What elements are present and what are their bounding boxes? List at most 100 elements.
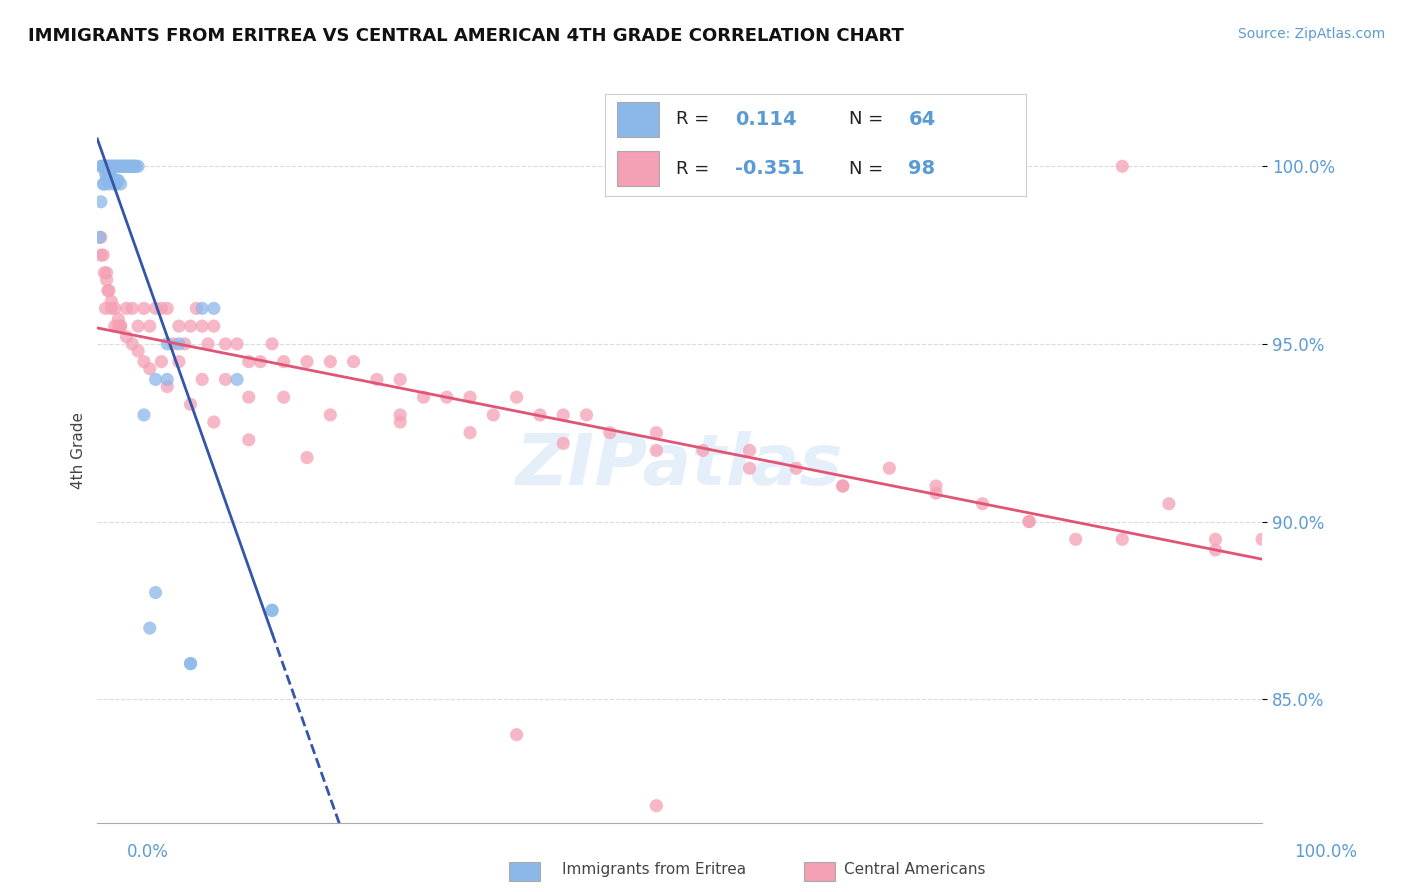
Point: [389, 372, 412, 386]
Point: [91, 248, 114, 262]
Point: [90, 230, 112, 244]
Point: [831, 479, 853, 493]
Point: [121, 301, 143, 316]
Point: [90, 248, 112, 262]
Point: [173, 337, 195, 351]
Point: [197, 337, 219, 351]
Point: [107, 159, 129, 173]
Text: 0.114: 0.114: [735, 110, 797, 128]
Point: [202, 415, 225, 429]
Point: [214, 372, 236, 386]
Point: [127, 159, 149, 173]
Point: [105, 173, 128, 187]
Point: [118, 159, 141, 173]
Point: [132, 354, 155, 368]
Point: [94, 166, 117, 180]
Point: [100, 301, 122, 316]
Point: [366, 372, 388, 386]
Point: [645, 798, 668, 813]
Point: [180, 319, 202, 334]
Bar: [617, 151, 659, 186]
Bar: [617, 102, 659, 136]
Point: [202, 301, 225, 316]
Point: [100, 294, 122, 309]
Point: [96, 159, 118, 173]
Text: -0.351: -0.351: [735, 159, 804, 178]
Point: [98, 166, 121, 180]
Point: [91, 159, 114, 173]
Point: [167, 319, 190, 334]
Point: [214, 337, 236, 351]
Point: [101, 159, 124, 173]
Point: [692, 443, 714, 458]
Point: [127, 343, 149, 358]
Text: Central Americans: Central Americans: [844, 863, 986, 877]
Point: [139, 621, 162, 635]
Point: [120, 159, 142, 173]
Text: 0.0%: 0.0%: [127, 843, 169, 861]
Point: [96, 266, 118, 280]
Point: [97, 173, 120, 187]
Point: [1204, 533, 1226, 547]
Point: [738, 461, 761, 475]
Text: R =: R =: [676, 111, 716, 128]
Point: [132, 408, 155, 422]
Text: 98: 98: [908, 159, 935, 178]
Point: [112, 159, 135, 173]
Point: [104, 319, 127, 334]
Point: [238, 354, 260, 368]
Point: [107, 312, 129, 326]
Point: [104, 159, 127, 173]
Point: [191, 301, 214, 316]
Point: [156, 337, 179, 351]
Point: [100, 159, 122, 173]
Point: [1204, 543, 1226, 558]
Point: [412, 390, 434, 404]
Point: [121, 337, 143, 351]
Point: [505, 390, 527, 404]
Point: [105, 159, 128, 173]
Point: [104, 301, 127, 316]
Point: [167, 354, 190, 368]
Point: [96, 273, 118, 287]
Point: [226, 337, 249, 351]
Point: [925, 479, 948, 493]
Point: [127, 319, 149, 334]
Point: [104, 159, 127, 173]
Point: [226, 372, 249, 386]
Point: [191, 372, 214, 386]
Text: Immigrants from Eritrea: Immigrants from Eritrea: [562, 863, 747, 877]
Point: [145, 301, 167, 316]
Point: [738, 443, 761, 458]
Point: [90, 194, 112, 209]
Point: [162, 337, 184, 351]
Point: [98, 177, 121, 191]
Point: [319, 408, 342, 422]
Text: IMMIGRANTS FROM ERITREA VS CENTRAL AMERICAN 4TH GRADE CORRELATION CHART: IMMIGRANTS FROM ERITREA VS CENTRAL AMERI…: [28, 27, 904, 45]
Point: [319, 354, 342, 368]
Point: [575, 408, 598, 422]
Point: [103, 173, 125, 187]
Point: [458, 390, 481, 404]
Point: [1111, 533, 1133, 547]
Point: [599, 425, 621, 440]
Text: N =: N =: [849, 160, 889, 178]
Point: [103, 159, 125, 173]
Text: N =: N =: [849, 111, 889, 128]
Point: [389, 408, 412, 422]
Point: [110, 319, 132, 334]
Point: [97, 159, 120, 173]
Text: R =: R =: [676, 160, 716, 178]
Point: [91, 177, 114, 191]
Point: [972, 497, 994, 511]
Point: [273, 354, 295, 368]
Point: [1251, 533, 1274, 547]
Point: [89, 230, 111, 244]
Point: [156, 379, 179, 393]
Point: [260, 603, 283, 617]
Point: [436, 390, 458, 404]
Point: [115, 159, 138, 173]
Point: [98, 169, 121, 184]
Point: [389, 415, 412, 429]
Point: [150, 354, 173, 368]
